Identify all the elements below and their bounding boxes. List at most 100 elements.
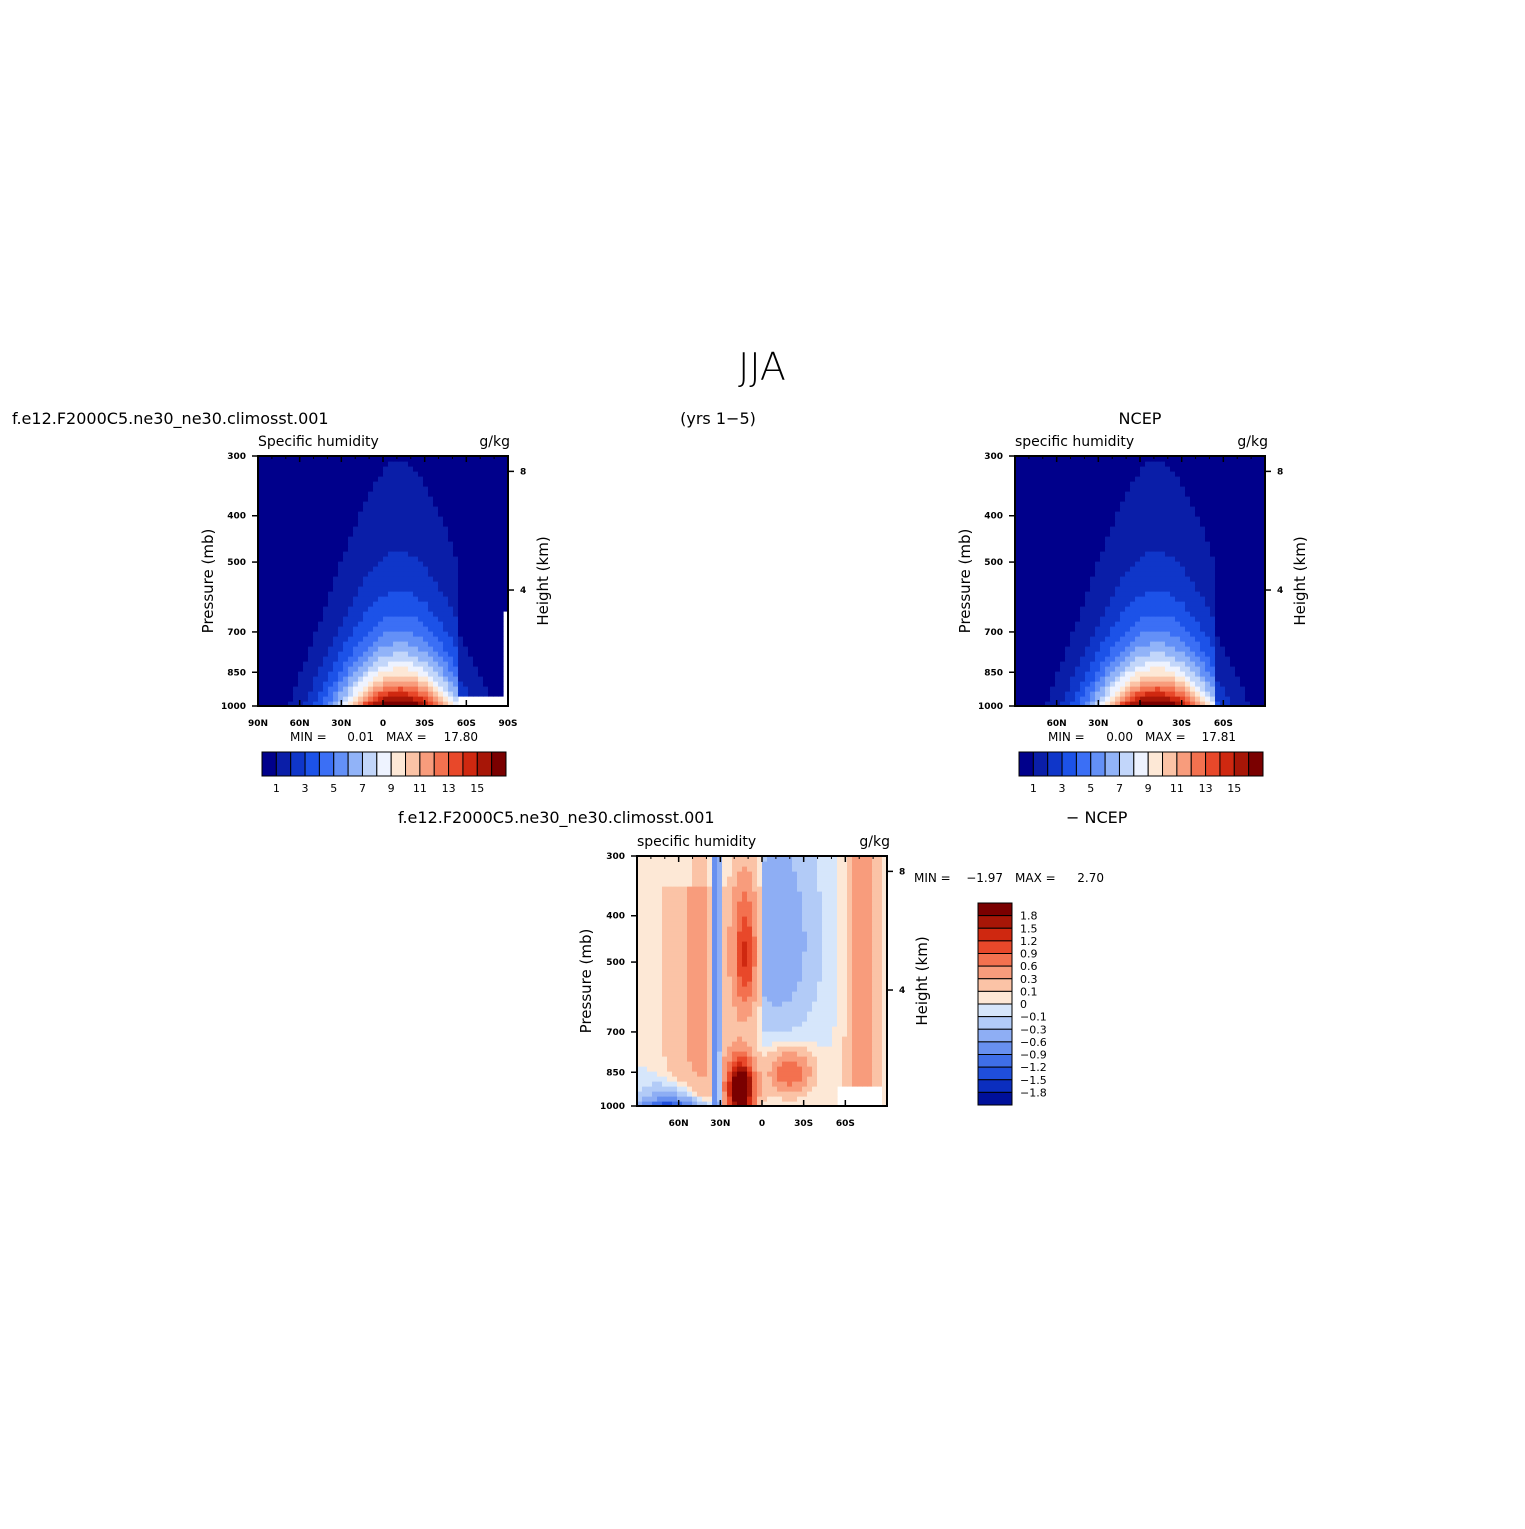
field-cell [1020, 611, 1026, 617]
field-cell [1040, 506, 1046, 512]
field-cell [408, 526, 414, 532]
field-cell [358, 641, 364, 647]
field-cell [1225, 471, 1231, 477]
field-cell [348, 581, 354, 587]
field-cell [453, 651, 459, 657]
field-cell [1115, 621, 1121, 627]
field-cell [1200, 546, 1206, 552]
field-cell [1210, 586, 1216, 592]
field-cell [368, 506, 374, 512]
field-cell [288, 661, 294, 667]
field-cell [1060, 686, 1066, 692]
field-cell [283, 486, 289, 492]
field-cell [1090, 686, 1096, 692]
field-cell [1150, 546, 1156, 552]
field-cell [483, 496, 489, 502]
field-cell [438, 496, 444, 502]
field-cell [333, 506, 339, 512]
field-cell [1205, 646, 1211, 652]
field-cell [1080, 541, 1086, 547]
field-cell [1180, 581, 1186, 587]
field-cell [1095, 636, 1101, 642]
field-cell [318, 641, 324, 647]
field-cell [263, 571, 269, 577]
field-cell [1055, 676, 1061, 682]
field-cell [1230, 651, 1236, 657]
field-cell [1165, 636, 1171, 642]
field-cell [338, 616, 344, 622]
field-cell [438, 531, 444, 537]
field-cell [348, 606, 354, 612]
field-cell [468, 571, 474, 577]
field-cell [1120, 631, 1126, 637]
field-cell [1250, 651, 1256, 657]
field-cell [1095, 591, 1101, 597]
field-cell [1255, 466, 1261, 472]
field-cell [1190, 551, 1196, 557]
field-cell [1200, 481, 1206, 487]
field-cell [488, 506, 494, 512]
field-cell [348, 651, 354, 657]
field-cell [1020, 476, 1026, 482]
field-cell [498, 551, 504, 557]
field-cell [273, 526, 279, 532]
field-cell [1225, 646, 1231, 652]
field-cell [458, 516, 464, 522]
field-cell [273, 471, 279, 477]
field-cell [428, 521, 434, 527]
field-cell [493, 461, 499, 467]
field-cell [1165, 531, 1171, 537]
field-cell [468, 661, 474, 667]
field-cell [388, 591, 394, 597]
field-cell [1105, 491, 1111, 497]
field-cell [1230, 551, 1236, 557]
field-cell [418, 581, 424, 587]
field-cell [408, 676, 414, 682]
field-cell [1110, 611, 1116, 617]
field-cell [328, 671, 334, 677]
field-cell [1160, 486, 1166, 492]
field-cell [428, 626, 434, 632]
field-cell [393, 661, 399, 667]
field-cell [1100, 651, 1106, 657]
field-cell [1020, 621, 1026, 627]
field-cell [1185, 681, 1191, 687]
field-cell [1115, 661, 1121, 667]
field-cell [278, 471, 284, 477]
field-cell [1160, 606, 1166, 612]
field-cell [403, 536, 409, 542]
field-cell [278, 676, 284, 682]
field-cell [313, 586, 319, 592]
field-cell [498, 466, 504, 472]
field-cell [1050, 676, 1056, 682]
field-cell [1065, 586, 1071, 592]
field-cell [483, 641, 489, 647]
field-cell [1020, 636, 1026, 642]
field-cell [303, 596, 309, 602]
field-cell [1035, 626, 1041, 632]
field-cell [1145, 671, 1151, 677]
field-cell [268, 586, 274, 592]
field-cell [498, 691, 504, 697]
field-cell [318, 646, 324, 652]
field-cell [1230, 536, 1236, 542]
field-cell [1065, 511, 1071, 517]
field-cell [1135, 636, 1141, 642]
field-cell [1085, 576, 1091, 582]
field-cell [1070, 536, 1076, 542]
field-cell [1185, 601, 1191, 607]
y-tick-label: 400 [227, 512, 246, 522]
field-cell [393, 596, 399, 602]
field-cell [1075, 481, 1081, 487]
field-cell [1020, 541, 1026, 547]
field-cell [438, 571, 444, 577]
field-cell [1175, 566, 1181, 572]
field-cell [1095, 551, 1101, 557]
field-cell [423, 671, 429, 677]
field-cell [493, 641, 499, 647]
field-cell [438, 691, 444, 697]
field-cell [288, 586, 294, 592]
field-cell [1050, 576, 1056, 582]
field-cell [1105, 561, 1111, 567]
field-cell [408, 461, 414, 467]
